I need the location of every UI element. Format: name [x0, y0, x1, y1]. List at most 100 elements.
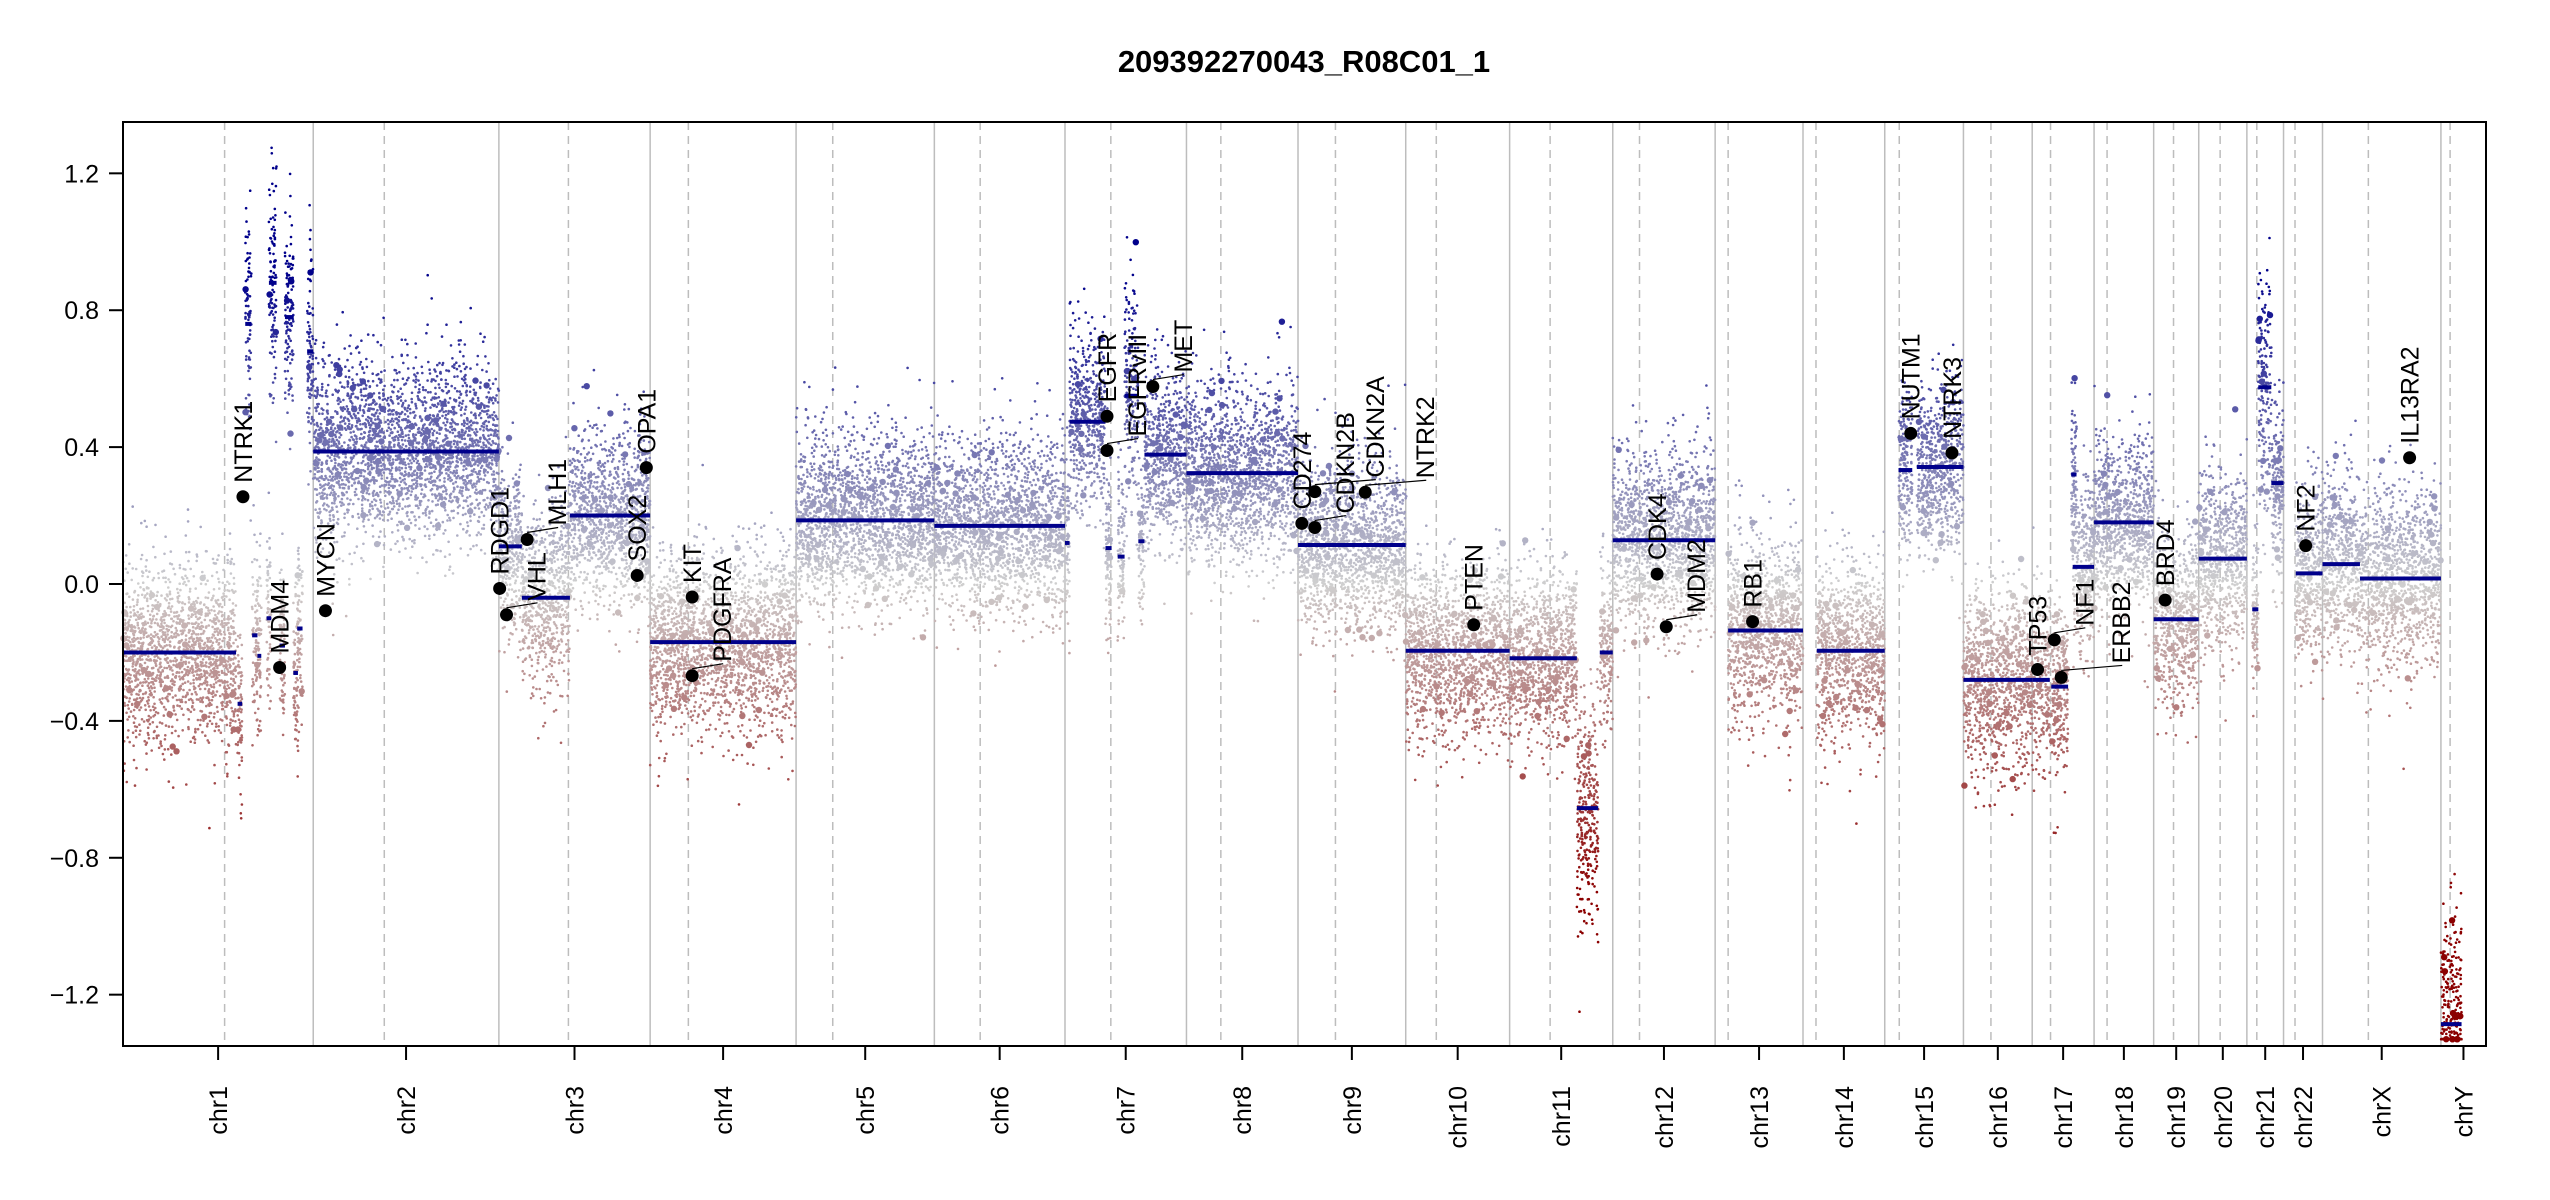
probe-point: [185, 783, 188, 786]
probe-point: [367, 466, 370, 469]
probe-point: [227, 617, 230, 620]
probe-point: [340, 415, 343, 418]
probe-point: [315, 410, 318, 413]
probe-point: [152, 546, 155, 549]
probe-point: [325, 389, 328, 392]
probe-point: [348, 376, 351, 379]
probe-point: [331, 602, 334, 605]
probe-point: [376, 341, 379, 344]
probe-point: [337, 518, 340, 521]
probe-point: [241, 803, 244, 806]
probe-point: [195, 560, 198, 563]
probe-point: [488, 442, 491, 445]
probe-point: [150, 685, 153, 688]
probe-point: [293, 695, 296, 698]
probe-point: [418, 527, 421, 530]
probe-point: [401, 404, 404, 407]
probe-point: [172, 696, 175, 699]
probe-point: [494, 429, 497, 432]
probe-point: [418, 427, 421, 430]
probe-point: [413, 460, 416, 463]
probe-point: [185, 634, 188, 637]
probe-point: [134, 705, 137, 708]
probe-point: [124, 619, 127, 622]
probe-point: [311, 416, 314, 419]
probe-point: [363, 372, 366, 375]
probe-point: [307, 387, 310, 390]
probe-point: [444, 555, 447, 558]
probe-point: [346, 405, 349, 408]
probe-point: [343, 487, 346, 490]
probe-point: [368, 493, 371, 496]
probe-point: [144, 620, 147, 623]
probe-point: [205, 661, 208, 664]
probe-point: [287, 370, 290, 373]
probe-point: [369, 386, 372, 389]
probe-point: [245, 220, 248, 223]
probe-point: [369, 505, 372, 508]
probe-point: [398, 371, 401, 374]
probe-point: [193, 638, 196, 641]
probe-point: [388, 487, 391, 490]
probe-point: [257, 590, 260, 593]
probe-point: [359, 404, 362, 407]
probe-point: [166, 695, 169, 698]
probe-point: [136, 660, 139, 663]
probe-point: [138, 723, 141, 726]
probe-point: [331, 509, 334, 512]
probe-point: [414, 524, 417, 527]
probe-point: [343, 517, 346, 520]
probe-point: [271, 326, 274, 329]
probe-point: [340, 406, 343, 409]
probe-point: [125, 606, 128, 609]
probe-point: [359, 378, 362, 381]
probe-point: [490, 468, 493, 471]
probe-point: [228, 744, 231, 747]
probe-point: [188, 629, 191, 632]
probe-point: [433, 417, 439, 423]
probe-point: [216, 655, 219, 658]
probe-point: [290, 263, 293, 266]
probe-point: [160, 629, 163, 632]
probe-point: [147, 726, 150, 729]
probe-point: [351, 378, 354, 381]
probe-point: [274, 311, 277, 314]
probe-point: [207, 640, 210, 643]
probe-point: [137, 627, 140, 630]
probe-point: [221, 740, 224, 743]
probe-point: [464, 454, 467, 457]
probe-point: [403, 418, 406, 421]
probe-point: [455, 455, 458, 458]
probe-point: [462, 362, 465, 365]
probe-point: [156, 735, 159, 738]
probe-point: [260, 606, 263, 609]
probe-point: [147, 648, 150, 651]
probe-point: [193, 575, 196, 578]
probe-point: [440, 444, 443, 447]
probe-point: [170, 610, 173, 613]
probe-point: [452, 482, 455, 485]
probe-point: [192, 630, 195, 633]
probe-point: [301, 570, 304, 573]
probe-point: [421, 472, 424, 475]
probe-point: [300, 635, 303, 638]
probe-point: [182, 619, 185, 622]
probe-point: [411, 401, 414, 404]
probe-point: [196, 555, 199, 558]
probe-point: [181, 601, 184, 604]
probe-point: [402, 377, 405, 380]
probe-point: [343, 475, 346, 478]
probe-point: [354, 441, 357, 444]
probe-point: [219, 684, 222, 687]
probe-point: [331, 488, 334, 491]
probe-point: [449, 431, 452, 434]
probe-point: [145, 674, 148, 677]
probe-point: [254, 604, 257, 607]
probe-point: [252, 650, 255, 653]
probe-point: [317, 425, 320, 428]
probe-point: [190, 636, 193, 639]
probe-point: [475, 544, 478, 547]
probe-point: [485, 459, 488, 462]
probe-point: [210, 669, 213, 672]
probe-point: [271, 340, 274, 343]
